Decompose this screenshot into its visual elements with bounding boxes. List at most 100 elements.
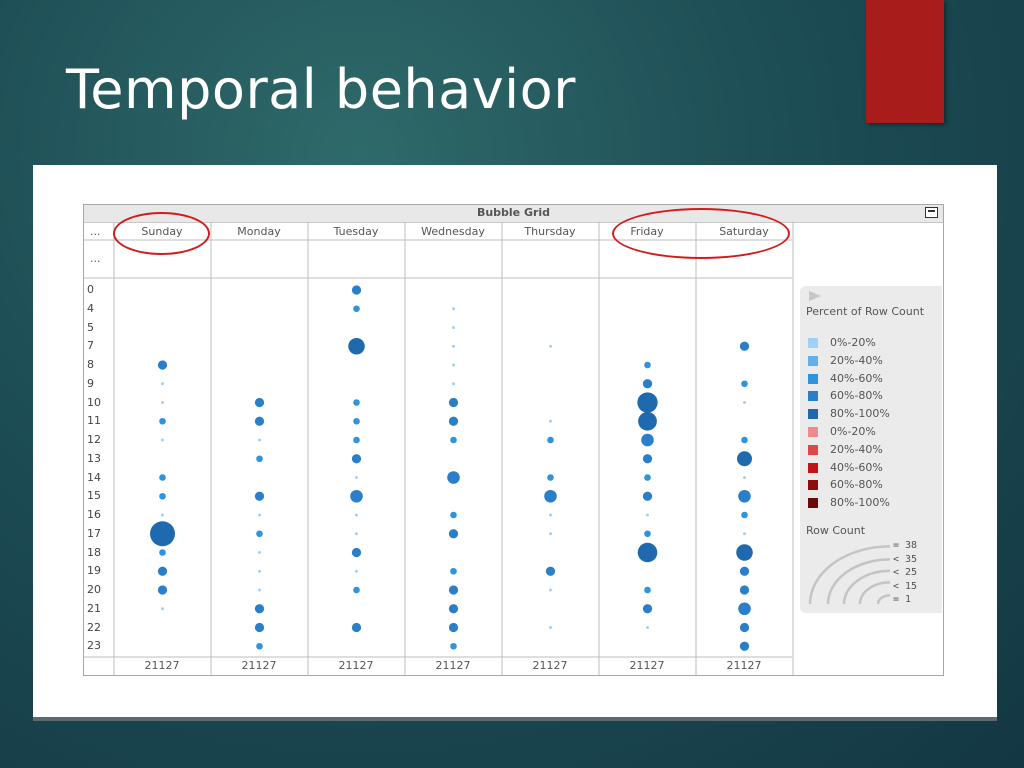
column-header-thursday[interactable]: Thursday: [524, 225, 576, 238]
bubble-wednesday-5[interactable]: [452, 326, 455, 329]
minimize-button[interactable]: [925, 207, 938, 218]
bubble-tuesday-4[interactable]: [353, 305, 360, 313]
bubble-tuesday-18[interactable]: [351, 547, 362, 558]
row-label-22[interactable]: 22: [87, 620, 101, 634]
bubble-tuesday-14[interactable]: [355, 476, 358, 479]
bubble-thursday-12[interactable]: [547, 436, 554, 444]
bubble-tuesday-10[interactable]: [353, 399, 360, 406]
bubble-saturday-13[interactable]: [737, 451, 752, 467]
row-label-8[interactable]: 8: [87, 358, 94, 371]
row-label-7[interactable]: 7: [87, 339, 94, 353]
row-label-15[interactable]: 15: [87, 489, 101, 503]
bubble-tuesday-13[interactable]: [351, 454, 362, 464]
bubble-monday-15[interactable]: [254, 491, 265, 501]
bubble-thursday-22[interactable]: [549, 626, 552, 629]
row-label-23[interactable]: 23: [87, 639, 101, 653]
bubble-wednesday-17[interactable]: [448, 529, 459, 539]
column-header-monday[interactable]: Monday: [237, 225, 281, 238]
bubble-wednesday-11[interactable]: [448, 416, 459, 426]
bubble-tuesday-7[interactable]: [348, 337, 365, 355]
bubble-sunday-8[interactable]: [157, 360, 168, 370]
bubble-wednesday-7[interactable]: [452, 344, 455, 348]
bubble-saturday-15[interactable]: [738, 489, 751, 503]
bubble-friday-11[interactable]: [638, 411, 657, 431]
legend-expand-icon[interactable]: [808, 290, 822, 302]
row-label-0[interactable]: 0: [87, 283, 94, 296]
row-label-12[interactable]: 12: [87, 433, 101, 446]
bubble-saturday-12[interactable]: [741, 436, 748, 444]
bubble-saturday-23[interactable]: [739, 641, 750, 651]
bubble-sunday-14[interactable]: [159, 474, 166, 481]
bubble-tuesday-20[interactable]: [353, 586, 360, 594]
bubble-saturday-9[interactable]: [741, 380, 748, 388]
bubble-tuesday-17[interactable]: [355, 532, 358, 536]
bubble-wednesday-22[interactable]: [448, 622, 459, 633]
bubble-tuesday-22[interactable]: [351, 622, 362, 633]
bubble-sunday-20[interactable]: [157, 585, 168, 595]
bubble-saturday-20[interactable]: [739, 585, 750, 595]
bubble-monday-23[interactable]: [256, 642, 263, 650]
row-label-19[interactable]: 19: [87, 564, 101, 578]
row-label-16[interactable]: 16: [87, 508, 101, 521]
bubble-thursday-11[interactable]: [549, 419, 552, 423]
bubble-saturday-17[interactable]: [743, 532, 746, 536]
bubble-friday-8[interactable]: [644, 361, 651, 369]
bubble-sunday-11[interactable]: [159, 417, 166, 425]
bubble-sunday-15[interactable]: [159, 492, 166, 500]
bubble-sunday-19[interactable]: [157, 566, 168, 576]
bubble-tuesday-15[interactable]: [350, 489, 363, 503]
column-header-tuesday[interactable]: Tuesday: [333, 225, 379, 238]
bubble-monday-17[interactable]: [256, 530, 263, 538]
row-label-4[interactable]: 4: [87, 301, 94, 315]
bubble-wednesday-10[interactable]: [448, 397, 459, 408]
bubble-wednesday-20[interactable]: [448, 585, 459, 595]
bubble-friday-18[interactable]: [637, 542, 658, 563]
bubble-wednesday-23[interactable]: [450, 642, 457, 650]
bubble-thursday-20[interactable]: [549, 588, 552, 592]
bubble-tuesday-19[interactable]: [355, 569, 358, 573]
bubble-saturday-18[interactable]: [736, 544, 753, 561]
bubble-friday-17[interactable]: [644, 530, 651, 538]
bubble-wednesday-9[interactable]: [452, 382, 455, 386]
bubble-friday-15[interactable]: [642, 491, 653, 501]
bubble-wednesday-19[interactable]: [450, 567, 457, 575]
bubble-monday-19[interactable]: [258, 569, 261, 573]
row-label-17[interactable]: 17: [87, 526, 101, 540]
bubble-monday-22[interactable]: [254, 622, 265, 633]
bubble-tuesday-0[interactable]: [351, 285, 362, 295]
bubble-monday-18[interactable]: [258, 551, 261, 554]
bubble-friday-20[interactable]: [644, 586, 651, 594]
row-label-11[interactable]: 11: [87, 414, 101, 428]
row-label-10[interactable]: 10: [87, 395, 101, 409]
column-header-wednesday[interactable]: Wednesday: [421, 225, 485, 238]
bubble-sunday-12[interactable]: [161, 438, 164, 442]
bubble-monday-12[interactable]: [258, 438, 261, 442]
bubble-wednesday-21[interactable]: [448, 604, 459, 614]
row-label-13[interactable]: 13: [87, 451, 101, 465]
bubble-friday-12[interactable]: [641, 433, 654, 447]
bubble-monday-13[interactable]: [256, 455, 263, 463]
bubble-sunday-21[interactable]: [161, 607, 164, 611]
bubble-saturday-19[interactable]: [739, 566, 750, 576]
bubble-monday-20[interactable]: [258, 588, 261, 592]
bubble-sunday-9[interactable]: [161, 382, 164, 386]
row-label-5[interactable]: 5: [87, 320, 94, 334]
bubble-saturday-14[interactable]: [743, 476, 746, 479]
bubble-wednesday-4[interactable]: [452, 307, 455, 311]
bubble-monday-16[interactable]: [258, 513, 261, 517]
bubble-monday-21[interactable]: [254, 604, 265, 614]
row-label-9[interactable]: 9: [87, 376, 94, 390]
row-label-20[interactable]: 20: [87, 583, 101, 596]
bubble-thursday-15[interactable]: [544, 489, 557, 503]
bubble-friday-21[interactable]: [642, 604, 653, 614]
bubble-friday-10[interactable]: [637, 392, 658, 413]
bubble-sunday-16[interactable]: [161, 513, 164, 517]
bubble-thursday-17[interactable]: [549, 532, 552, 536]
bubble-saturday-16[interactable]: [741, 511, 748, 519]
bubble-tuesday-12[interactable]: [353, 436, 360, 444]
row-label-18[interactable]: 18: [87, 545, 101, 559]
bubble-monday-11[interactable]: [254, 416, 265, 426]
row-label-14[interactable]: 14: [87, 470, 101, 484]
bubble-thursday-14[interactable]: [547, 474, 554, 481]
bubble-wednesday-12[interactable]: [450, 436, 457, 444]
